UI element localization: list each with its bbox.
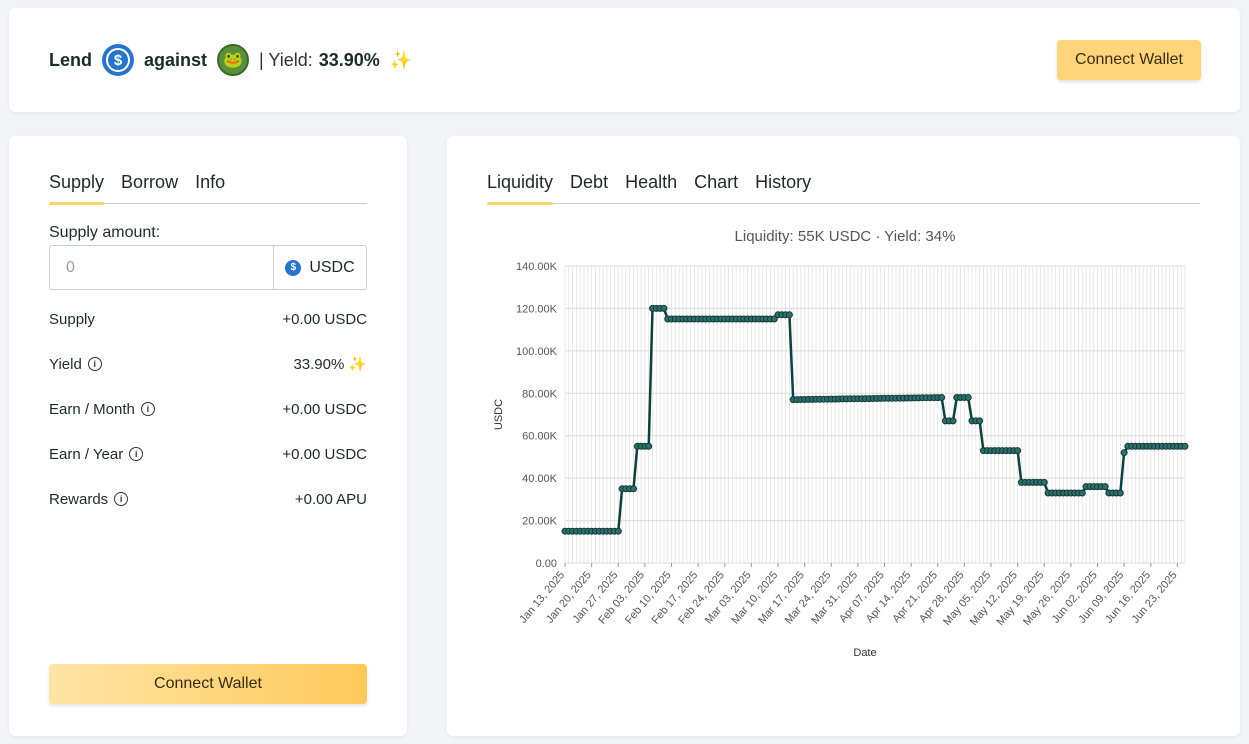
- data-point: [785, 311, 793, 319]
- lend-label: Lend: [49, 49, 92, 70]
- tab-debt[interactable]: Debt: [570, 172, 609, 192]
- stat-rewards: Rewards i +0.00 APU: [49, 489, 367, 509]
- data-point: [645, 442, 653, 450]
- supply-panel: Supply Borrow Info Supply amount: $ USDC…: [9, 136, 407, 736]
- yield-label: | Yield:: [259, 49, 313, 70]
- data-point: [1078, 489, 1086, 497]
- stat-value: 33.90%: [293, 355, 345, 373]
- market-title: Lend $ against 🐸 | Yield: 33.90% ✨: [49, 44, 413, 76]
- data-point: [614, 527, 622, 535]
- tab-liquidity[interactable]: Liquidity: [487, 172, 554, 205]
- data-point: [949, 417, 957, 425]
- header-bar: Lend $ against 🐸 | Yield: 33.90% ✨ Conne…: [9, 8, 1240, 112]
- info-icon[interactable]: i: [114, 492, 129, 506]
- stat-value: +0.00 USDC: [282, 310, 367, 328]
- stat-supply: Supply +0.00 USDC: [49, 309, 367, 329]
- data-point: [660, 304, 668, 312]
- y-tick-label: 120.00K: [516, 303, 558, 315]
- y-tick-label: 40.00K: [522, 473, 558, 485]
- connect-wallet-button[interactable]: Connect Wallet: [49, 664, 367, 704]
- stat-label: Earn / Year: [49, 445, 124, 463]
- stat-value: +0.00 USDC: [282, 445, 367, 463]
- stat-yield: Yield i 33.90% ✨: [49, 354, 367, 374]
- sparkle-icon: ✨: [389, 49, 413, 70]
- supply-amount-input[interactable]: [50, 246, 273, 289]
- stat-label: Rewards: [49, 490, 109, 508]
- data-point: [770, 315, 778, 323]
- info-icon[interactable]: i: [129, 447, 144, 461]
- y-tick-label: 100.00K: [516, 346, 558, 358]
- connect-wallet-button[interactable]: Connect Wallet: [1057, 40, 1201, 80]
- usdc-icon: $: [285, 259, 302, 276]
- stat-earn-year: Earn / Year i +0.00 USDC: [49, 444, 367, 464]
- info-icon[interactable]: i: [140, 402, 155, 416]
- token-label: USDC: [309, 258, 355, 276]
- stat-label: Supply: [49, 310, 95, 328]
- y-tick-label: 0.00: [536, 558, 557, 570]
- stat-value: +0.00 USDC: [282, 400, 367, 418]
- data-point: [1101, 483, 1109, 491]
- data-point: [1014, 447, 1022, 455]
- yield-value: 33.90%: [318, 49, 380, 70]
- stat-value: +0.00 APU: [294, 490, 367, 508]
- y-tick-label: 80.00K: [522, 388, 558, 400]
- liquidity-panel: Liquidity Debt Health Chart History Liqu…: [447, 136, 1240, 736]
- chart-title: Liquidity: 55K USDC · Yield: 34%: [735, 228, 956, 245]
- y-axis-title: USDC: [493, 399, 505, 430]
- supply-amount-field: $ USDC: [49, 245, 367, 290]
- info-icon[interactable]: i: [87, 357, 102, 371]
- stat-label: Yield: [49, 355, 82, 373]
- stat-label: Earn / Month: [49, 400, 135, 418]
- y-tick-label: 60.00K: [522, 431, 558, 443]
- y-tick-label: 140.00K: [516, 261, 558, 273]
- right-tabs: Liquidity Debt Health Chart History: [487, 172, 1200, 205]
- liquidity-line: [565, 307, 1185, 533]
- data-point: [938, 394, 946, 401]
- liquidity-chart: Liquidity: 55K USDC · Yield: 34% 0.00 20.0…: [493, 228, 1189, 659]
- against-label: against: [144, 49, 208, 70]
- pepe-token-icon: 🐸: [217, 44, 250, 76]
- y-tick-label: 20.00K: [522, 516, 558, 528]
- usdc-icon: $: [102, 44, 134, 76]
- data-point: [1120, 449, 1128, 457]
- tab-borrow[interactable]: Borrow: [121, 172, 179, 192]
- token-selector: $ USDC: [273, 246, 366, 289]
- tab-info[interactable]: Info: [195, 172, 226, 192]
- x-axis-title: Date: [853, 647, 876, 659]
- tab-history[interactable]: History: [755, 172, 812, 192]
- data-point: [1116, 489, 1124, 497]
- data-point: [964, 394, 972, 401]
- stat-earn-month: Earn / Month i +0.00 USDC: [49, 399, 367, 419]
- data-point: [976, 417, 984, 425]
- data-point: [1040, 478, 1048, 486]
- data-point: [1181, 442, 1189, 450]
- data-point: [630, 485, 637, 493]
- tab-health[interactable]: Health: [625, 172, 678, 192]
- tab-supply[interactable]: Supply: [49, 172, 105, 205]
- sparkle-icon: ✨: [348, 356, 367, 373]
- supply-amount-label: Supply amount:: [49, 224, 161, 241]
- left-tabs: Supply Borrow Info: [49, 172, 367, 205]
- tab-chart[interactable]: Chart: [694, 172, 739, 192]
